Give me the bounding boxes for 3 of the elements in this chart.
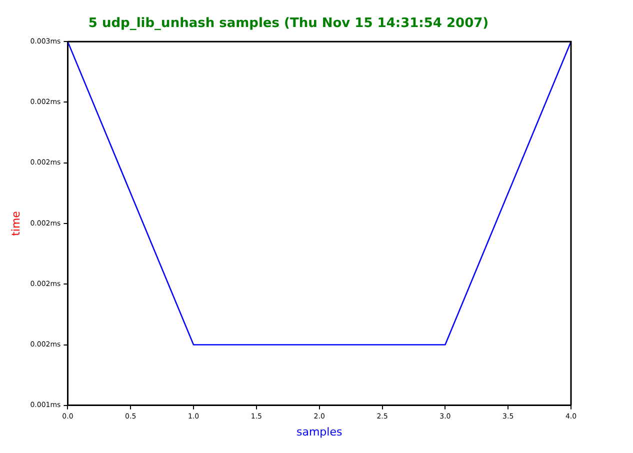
y-axis-title: time (9, 210, 22, 236)
x-axis-title: samples (296, 425, 342, 438)
chart-title: 5 udp_lib_unhash samples (Thu Nov 15 14:31:54 2007) (88, 16, 489, 32)
